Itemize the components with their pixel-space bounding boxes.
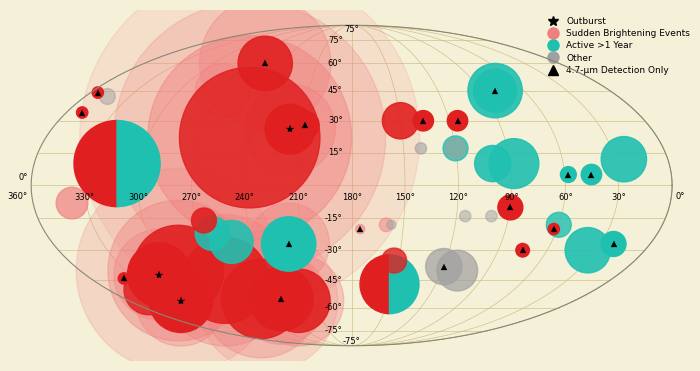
Circle shape [127, 243, 191, 306]
Circle shape [195, 63, 250, 118]
Circle shape [160, 215, 291, 346]
Circle shape [601, 232, 626, 256]
Circle shape [113, 1, 386, 273]
Wedge shape [74, 121, 117, 207]
Circle shape [437, 250, 477, 291]
Circle shape [114, 229, 204, 320]
Circle shape [249, 267, 313, 331]
Circle shape [118, 273, 130, 284]
Circle shape [192, 208, 216, 233]
Wedge shape [117, 121, 160, 207]
Circle shape [262, 217, 316, 271]
Circle shape [382, 103, 419, 139]
Circle shape [148, 36, 351, 240]
Circle shape [460, 210, 471, 222]
Text: 0°: 0° [676, 192, 685, 201]
Circle shape [124, 265, 174, 315]
Circle shape [426, 249, 462, 285]
Circle shape [445, 138, 466, 158]
Circle shape [561, 167, 576, 183]
Circle shape [236, 254, 327, 344]
Circle shape [238, 36, 293, 91]
Circle shape [387, 220, 396, 229]
Circle shape [548, 223, 559, 235]
Circle shape [292, 111, 319, 138]
Text: -30°: -30° [325, 246, 342, 255]
Circle shape [108, 200, 248, 341]
Text: 75°: 75° [328, 36, 342, 45]
Circle shape [516, 243, 529, 257]
Wedge shape [389, 255, 419, 313]
Circle shape [92, 87, 104, 98]
Legend: Outburst, Sudden Brightening Events, Active >1 Year, Other, 4.7-μm Detection Onl: Outburst, Sudden Brightening Events, Act… [542, 14, 693, 78]
Text: 360°: 360° [8, 192, 27, 201]
Text: 60°: 60° [558, 193, 573, 203]
Circle shape [56, 187, 88, 219]
Circle shape [546, 212, 571, 237]
Text: 15°: 15° [328, 148, 342, 157]
Text: 300°: 300° [128, 193, 148, 203]
Text: 45°: 45° [328, 86, 342, 95]
Polygon shape [32, 25, 672, 346]
Circle shape [244, 84, 335, 174]
Circle shape [221, 259, 301, 339]
Circle shape [195, 216, 230, 250]
Text: -75°: -75° [325, 326, 342, 335]
Circle shape [468, 63, 522, 118]
Circle shape [443, 136, 468, 161]
Circle shape [489, 139, 539, 188]
Circle shape [80, 0, 419, 308]
Circle shape [253, 255, 344, 346]
Text: 120°: 120° [449, 193, 468, 203]
Text: 240°: 240° [235, 193, 255, 203]
Circle shape [99, 89, 116, 104]
Circle shape [581, 164, 601, 185]
Circle shape [265, 104, 315, 154]
Circle shape [248, 203, 330, 285]
Circle shape [415, 143, 426, 154]
Circle shape [356, 224, 365, 234]
Text: 0°: 0° [18, 173, 27, 182]
Circle shape [149, 269, 213, 332]
Circle shape [413, 111, 433, 131]
Text: 210°: 210° [288, 193, 308, 203]
Circle shape [197, 230, 338, 371]
Circle shape [133, 225, 223, 316]
Circle shape [267, 269, 330, 332]
Text: 180°: 180° [342, 193, 362, 203]
Text: -60°: -60° [325, 303, 342, 312]
Circle shape [601, 137, 647, 182]
Text: 30°: 30° [611, 193, 626, 203]
Text: -45°: -45° [325, 276, 342, 285]
Text: 30°: 30° [328, 116, 342, 125]
Circle shape [498, 195, 523, 220]
Wedge shape [360, 255, 389, 313]
Text: 150°: 150° [395, 193, 415, 203]
Circle shape [379, 218, 393, 232]
Circle shape [486, 210, 497, 222]
Text: -75°: -75° [343, 338, 360, 347]
Text: 75°: 75° [344, 24, 359, 33]
Text: 330°: 330° [74, 193, 95, 203]
Text: 60°: 60° [328, 59, 342, 68]
Circle shape [76, 107, 88, 118]
Circle shape [565, 227, 610, 273]
Circle shape [474, 69, 517, 112]
Circle shape [179, 68, 320, 208]
Text: 270°: 270° [181, 193, 202, 203]
Circle shape [136, 255, 226, 346]
Circle shape [182, 237, 268, 324]
Circle shape [382, 248, 407, 273]
Circle shape [202, 240, 320, 358]
Circle shape [210, 220, 253, 263]
Circle shape [447, 111, 468, 131]
Circle shape [199, 0, 331, 129]
Circle shape [475, 145, 511, 182]
Text: -15°: -15° [325, 214, 342, 223]
Text: 90°: 90° [505, 193, 519, 203]
Circle shape [76, 168, 280, 371]
